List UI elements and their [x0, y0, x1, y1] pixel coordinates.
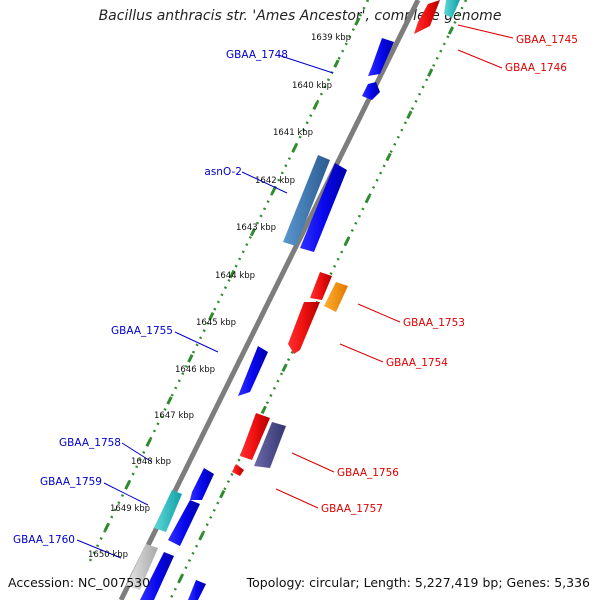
- gene-label-gbaa-1754[interactable]: GBAA_1754: [386, 357, 448, 369]
- gene-arrow-gbaa-1748[interactable]: [368, 38, 394, 76]
- tick-mark: [354, 17, 361, 26]
- gene-arrow-gbaa-1748-b[interactable]: [362, 82, 380, 100]
- tick-mark: [198, 532, 205, 541]
- tick-mark: [427, 68, 434, 77]
- tick-label: 1646 kbp: [175, 365, 215, 375]
- gene-arrow-gbaa-1745-b[interactable]: [444, 0, 460, 18]
- tick-mark: [229, 269, 236, 279]
- gene-arrow-gbaa-1755[interactable]: [238, 346, 268, 396]
- gene-label-gbaa-1753[interactable]: GBAA_1753: [403, 317, 465, 329]
- tick-mark: [219, 489, 226, 499]
- tick-label: 1649 kbp: [110, 504, 150, 514]
- scale-ticks: [103, 17, 455, 583]
- gene-label-gbaa-1755[interactable]: GBAA_1755: [111, 325, 173, 337]
- gene-label-gbaa-1746[interactable]: GBAA_1746: [505, 62, 567, 74]
- gene-arrow-gbaa-1759-b[interactable]: [168, 500, 200, 546]
- forward-dotted-track: [86, 0, 370, 566]
- tick-mark: [364, 194, 371, 204]
- gene-arrow-gbaa-1756-b[interactable]: [232, 464, 244, 476]
- tick-label: 1642 kbp: [255, 176, 295, 186]
- tick-mark: [260, 405, 267, 415]
- tick-mark: [187, 354, 194, 363]
- gene-features: [126, 0, 460, 600]
- gene-arrow-gbaa-1745[interactable]: [414, 0, 440, 34]
- tick-mark: [103, 522, 111, 532]
- tick-mark: [124, 480, 131, 489]
- gene-arrow-gbaa-1759[interactable]: [154, 490, 182, 532]
- gene-arrow-gbaa-1756[interactable]: [240, 413, 270, 460]
- gene-label-gbaa-1756[interactable]: GBAA_1756: [337, 467, 399, 479]
- gene-label-gbaa-1757[interactable]: GBAA_1757: [321, 503, 383, 515]
- gene-arrow-gbaa-1753-red[interactable]: [310, 272, 332, 300]
- gene-arrow-asno-2[interactable]: [283, 155, 330, 246]
- tick-mark: [333, 59, 340, 68]
- tick-label: 1647 kbp: [154, 411, 194, 421]
- kbp-labels: 1639 kbp 1640 kbp 1641 kbp 1642 kbp 1643…: [88, 33, 351, 560]
- gene-arrow-gbaa-1754[interactable]: [288, 302, 320, 354]
- tick-label: 1650 kbp: [88, 550, 128, 560]
- gene-label-gbaa-1748[interactable]: GBAA_1748: [226, 49, 288, 61]
- tick-mark: [281, 363, 288, 372]
- gene-arrow-gbaa-1760-b[interactable]: [140, 552, 174, 600]
- tick-label: 1648 kbp: [131, 457, 171, 467]
- tick-mark: [145, 438, 152, 447]
- tick-label: 1643 kbp: [236, 223, 276, 233]
- gene-label-gbaa-1758[interactable]: GBAA_1758: [59, 437, 121, 449]
- tick-mark: [291, 143, 298, 153]
- accession-text: Accession: NC_007530: [8, 575, 151, 590]
- map-title: Bacillus anthracis str. 'Ames Ancestor',…: [98, 8, 502, 24]
- tick-label: 1641 kbp: [273, 128, 313, 138]
- forward-gene-labels: GBAA_1748 asnO-2 GBAA_1755 GBAA_1758 GBA…: [13, 49, 288, 546]
- tick-label: 1645 kbp: [196, 318, 236, 328]
- reverse-gene-labels: GBAA_1745 GBAA_1746 GBAA_1753 GBAA_1754 …: [321, 34, 578, 515]
- tick-mark: [406, 110, 413, 120]
- tick-label: 1639 kbp: [311, 33, 351, 43]
- tick-label: 1640 kbp: [292, 81, 332, 91]
- gene-label-gbaa-1745[interactable]: GBAA_1745: [516, 34, 578, 46]
- tick-mark: [343, 236, 351, 246]
- gene-arrow-gbaa-1753[interactable]: [324, 282, 348, 312]
- tick-mark: [385, 152, 392, 162]
- tick-mark: [447, 26, 455, 35]
- gene-label-asno-2[interactable]: asnO-2: [204, 166, 242, 178]
- gene-label-gbaa-1759[interactable]: GBAA_1759: [40, 476, 102, 488]
- tick-mark: [249, 227, 257, 237]
- genome-summary-text: Topology: circular; Length: 5,227,419 bp…: [246, 575, 590, 590]
- tick-mark: [312, 101, 319, 110]
- gene-arrow-gbaa-1749[interactable]: [300, 163, 347, 252]
- gene-arrow-gbaa-1758[interactable]: [190, 468, 214, 500]
- callout-lines: [76, 24, 514, 559]
- gene-arrow-gbaa-1757[interactable]: [254, 422, 286, 468]
- tick-mark: [166, 396, 173, 405]
- gene-label-gbaa-1760[interactable]: GBAA_1760: [13, 534, 75, 546]
- tick-mark: [177, 574, 184, 583]
- tick-label: 1644 kbp: [215, 271, 255, 281]
- tick-mark: [208, 312, 215, 321]
- gene-arrow-gbaa-1760[interactable]: [126, 544, 158, 590]
- gene-arrow-gbaa-1760-c[interactable]: [188, 580, 206, 600]
